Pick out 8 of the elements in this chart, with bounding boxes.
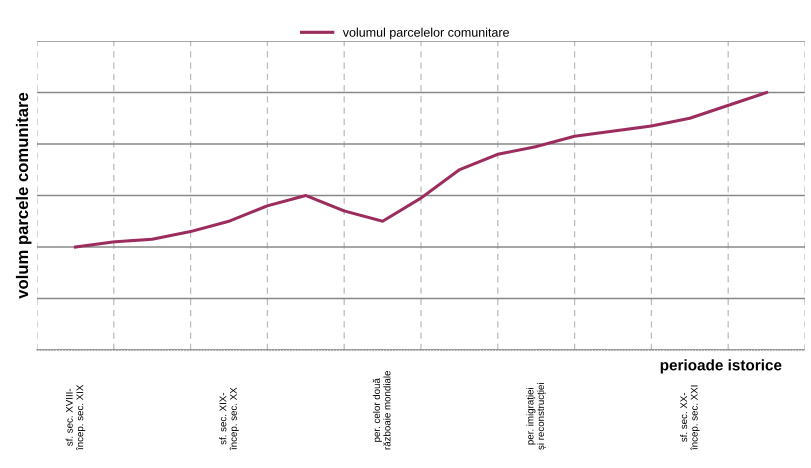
y-axis-title: volum parcele comunitare xyxy=(16,92,32,299)
legend-label: volumul parcelelor comunitare xyxy=(342,28,509,40)
x-axis-title: perioade istorice xyxy=(660,359,782,374)
x-tick-label: per. imigrației și reconstrucției xyxy=(526,383,546,450)
x-tick-label: sf. sec. XIX- încep. sec. XX xyxy=(219,388,239,450)
x-tick-label: sf. sec. XX- încep. sec. XXI xyxy=(680,386,700,450)
x-tick-label: sf. sec. XVIII- încep. sec. XIX xyxy=(66,384,86,450)
x-tick-label: per. celor două războaie mondiale xyxy=(372,370,391,450)
